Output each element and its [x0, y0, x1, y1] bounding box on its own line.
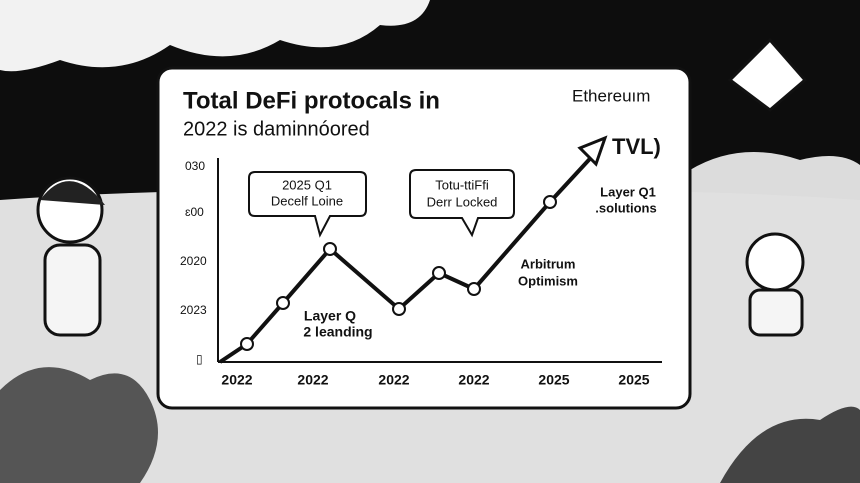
- x-label: 2022: [221, 372, 252, 388]
- x-label: 2022: [458, 372, 489, 388]
- x-label: 2025: [618, 372, 649, 388]
- card: [156, 66, 692, 410]
- callout-text: Derr Locked: [427, 194, 498, 209]
- y-label: 030: [185, 159, 205, 173]
- subtitle: 2022 is daminnóored: [183, 118, 370, 140]
- point: [467, 282, 481, 296]
- points: [240, 195, 557, 351]
- x-label: 2025: [538, 372, 569, 388]
- bush: [0, 367, 158, 483]
- cloud: [0, 0, 430, 72]
- annotation: Arbitrum: [521, 256, 576, 271]
- y-labels: 030 ɛ00 2020 2023 ▯: [180, 159, 207, 366]
- y-label: 2023: [180, 303, 207, 317]
- body: [748, 288, 804, 337]
- callout: [409, 169, 515, 238]
- callout: [248, 171, 367, 238]
- callout-text: 2025 Q1: [282, 177, 332, 192]
- title: Total DeFi protocals in: [183, 87, 440, 114]
- point: [432, 266, 446, 280]
- point: [323, 242, 337, 256]
- y-label: ▯: [196, 352, 203, 366]
- brand: Ethereuım: [572, 86, 650, 105]
- callout-text: Decelf Loine: [271, 193, 343, 208]
- point: [543, 195, 557, 209]
- arrow-head: [577, 135, 608, 167]
- x-label: 2022: [378, 372, 409, 388]
- child-right: [745, 232, 805, 292]
- annotation: Layer Q1: [600, 184, 656, 199]
- x-labels: 2022 2022 2022 2022 2025 2025: [221, 372, 649, 388]
- tvl-label: TVL): [612, 134, 661, 159]
- annotation: 2 leanding: [303, 324, 372, 340]
- point: [276, 296, 290, 310]
- y-label: ɛ00: [185, 205, 204, 219]
- annotation: .solutions: [595, 200, 656, 215]
- body: [43, 243, 102, 337]
- callout-text: Totu-ttiFfi: [435, 177, 489, 192]
- annotation: Optimism: [518, 273, 578, 288]
- eth-badge: [727, 37, 808, 112]
- point: [392, 302, 406, 316]
- y-label: 2020: [180, 254, 207, 268]
- cloud: [690, 152, 860, 200]
- point: [240, 337, 254, 351]
- x-label: 2022: [297, 372, 328, 388]
- hair: [40, 181, 105, 205]
- bush: [720, 406, 860, 483]
- annotation: Layer Q: [304, 308, 356, 324]
